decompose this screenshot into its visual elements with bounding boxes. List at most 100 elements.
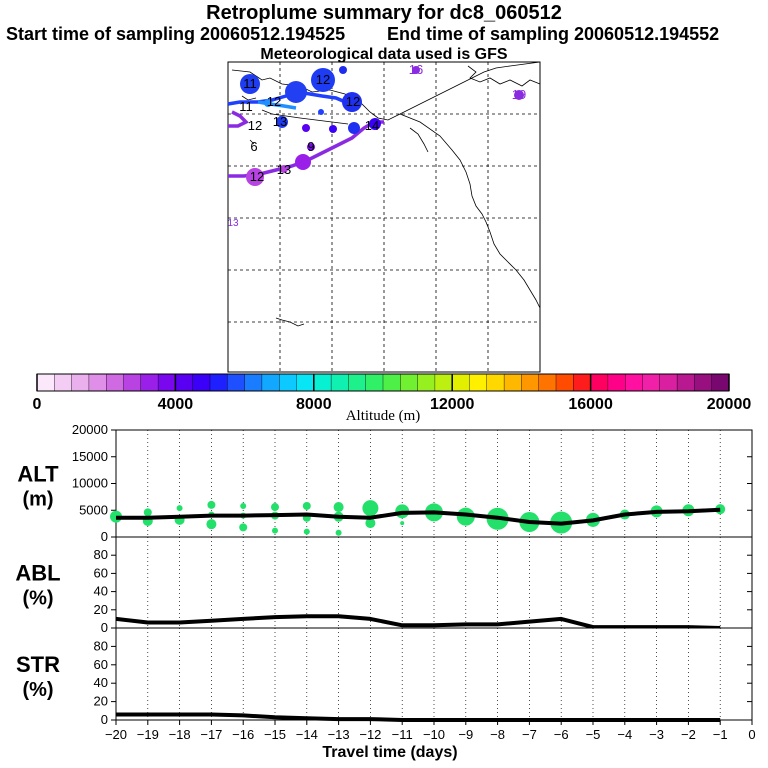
- met-data-label: Meteorological data used is GFS: [260, 46, 508, 63]
- y-tick-label: 40: [94, 584, 108, 599]
- colorbar-tick-label: 0: [33, 396, 42, 413]
- x-tick-label: 0: [748, 727, 755, 742]
- colorbar-swatch: [503, 373, 522, 392]
- colorbar-swatch: [469, 373, 488, 392]
- series-line: [116, 507, 721, 526]
- colorbar-swatch: [227, 373, 246, 392]
- altitude-marker: [333, 502, 344, 513]
- x-axis-label: Travel time (days): [322, 744, 457, 761]
- colorbar-tick-label: 16000: [568, 396, 613, 413]
- map-label: 14: [365, 118, 379, 133]
- altitude-marker: [271, 503, 279, 512]
- colorbar-swatch: [157, 373, 176, 392]
- altitude-marker: [207, 500, 216, 509]
- panel-frame: [115, 627, 753, 721]
- colorbar-tick-label: 20000: [707, 396, 752, 413]
- altitude-marker: [365, 518, 376, 529]
- colorbar-swatch: [486, 373, 505, 392]
- y-axis-label: STR: [16, 652, 60, 677]
- chart-title: Retroplume summary for dc8_060512: [206, 2, 562, 24]
- map-label: 12: [250, 169, 264, 184]
- map-label: 12: [248, 118, 262, 133]
- x-tick-label: −20: [105, 727, 127, 742]
- x-tick-label: −19: [137, 727, 159, 742]
- colorbar-tick-label: 4000: [158, 396, 194, 413]
- colorbar-swatch: [555, 373, 574, 392]
- colorbar-swatch: [313, 373, 332, 392]
- series-line: [116, 712, 721, 722]
- colorbar-title: Altitude (m): [346, 408, 421, 424]
- x-tick-label: −4: [617, 727, 632, 742]
- colorbar-swatch: [140, 373, 159, 392]
- series-line: [115, 614, 721, 630]
- map-label: 13: [273, 114, 287, 129]
- y-tick-label: 80: [94, 547, 108, 562]
- altitude-colorbar: 0 4000 8000 12000 16000 20000 Altitude (m): [33, 373, 752, 424]
- altitude-marker: [176, 505, 183, 512]
- colorbar-swatch: [676, 373, 695, 392]
- colorbar-swatch: [54, 373, 73, 392]
- altitude-marker: [456, 507, 475, 526]
- y-axis-unit: (%): [22, 588, 53, 610]
- y-tick-label: 0: [101, 620, 108, 635]
- map-label: 13: [277, 162, 291, 177]
- map-label: 11: [239, 99, 253, 114]
- plume-markers: [240, 66, 524, 186]
- trajectory-purple-loop: [228, 110, 249, 128]
- y-tick-label: 0: [101, 712, 108, 727]
- colorbar-swatch: [348, 373, 367, 392]
- colorbar-swatch: [400, 373, 419, 392]
- colorbar-swatch: [192, 373, 211, 392]
- y-axis-unit: (m): [22, 489, 53, 511]
- map-label: 12: [267, 94, 281, 109]
- time-series-panels: 05000100001500020000ALT(m)020406080ABL(%…: [15, 422, 755, 761]
- x-tick-label: −11: [392, 727, 413, 742]
- start-time-label: Start time of sampling 20060512.194525: [6, 24, 346, 44]
- x-tick-label: −9: [458, 727, 473, 742]
- colorbar-swatch: [261, 373, 280, 392]
- y-tick-label: 20: [94, 694, 108, 709]
- panel-frame: [115, 536, 753, 629]
- colorbar-swatch: [452, 373, 471, 392]
- colorbar-swatch: [71, 373, 90, 392]
- map-day-labels: 11 12 11 12 14 12 13 16 19 12 9 6 12 13 13: [227, 62, 526, 229]
- map-label: 13: [227, 218, 239, 229]
- y-tick-label: 20000: [72, 422, 108, 437]
- y-tick-label: 40: [94, 675, 108, 690]
- colorbar-swatch: [175, 373, 194, 392]
- altitude-marker: [335, 529, 342, 536]
- colorbar-swatch: [711, 373, 730, 392]
- y-tick-label: 0: [101, 529, 108, 544]
- map-label: 19: [512, 87, 526, 102]
- altitude-marker: [240, 502, 247, 509]
- y-tick-label: 80: [94, 638, 108, 653]
- altitude-marker: [400, 521, 405, 526]
- colorbar-tick-label: 12000: [430, 396, 475, 413]
- x-tick-label: −8: [490, 727, 505, 742]
- y-tick-label: 10000: [72, 476, 108, 491]
- colorbar-swatch: [279, 373, 298, 392]
- colorbar-swatch: [244, 373, 263, 392]
- colorbar-swatch: [659, 373, 678, 392]
- altitude-marker: [206, 519, 217, 530]
- y-axis-unit: (%): [22, 679, 53, 701]
- map-grid: [228, 62, 540, 372]
- map-label: 12: [346, 94, 360, 109]
- colorbar-swatch: [607, 373, 626, 392]
- x-tick-label: −5: [586, 727, 601, 742]
- altitude-marker: [302, 501, 311, 510]
- colorbar-swatch: [573, 373, 592, 392]
- colorbar-swatch: [694, 373, 713, 392]
- map-label: 9: [307, 139, 314, 154]
- colorbar-swatch: [36, 373, 55, 392]
- x-tick-label: −17: [200, 727, 222, 742]
- x-tick-label: −18: [169, 727, 191, 742]
- colorbar-swatch: [417, 373, 436, 392]
- colorbar-swatch: [538, 373, 557, 392]
- x-tick-label: −12: [359, 727, 381, 742]
- colorbar-swatch: [105, 373, 124, 392]
- colorbar-swatch: [382, 373, 401, 392]
- map-label: 12: [316, 72, 330, 87]
